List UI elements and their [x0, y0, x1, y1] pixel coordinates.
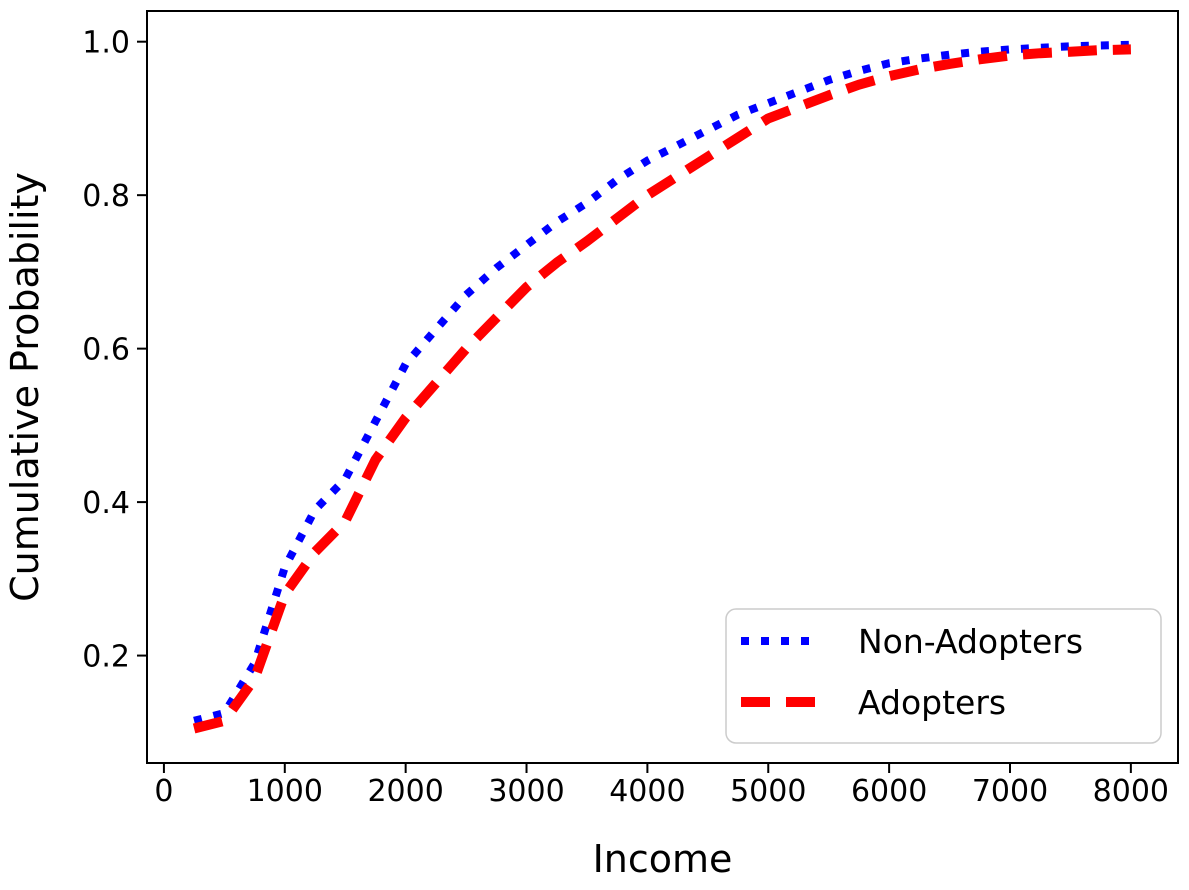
series-line-non-adopters [193, 40, 1131, 725]
y-tick-label: 0.2 [82, 640, 130, 675]
y-tick-label: 0.8 [82, 179, 130, 214]
legend-box [725, 608, 1162, 744]
x-tick-label: 5000 [730, 774, 806, 809]
x-tick-label: 0 [154, 774, 173, 809]
x-axis-label: Income [593, 837, 733, 881]
legend-label-non-adopters: Non-Adopters [858, 622, 1083, 661]
plot-frame [146, 10, 1179, 764]
x-tick-label: 3000 [488, 774, 564, 809]
series-line-adopters [192, 44, 1132, 734]
legend-label-adopters: Adopters [858, 683, 1006, 722]
x-tick-label: 7000 [972, 774, 1048, 809]
y-tick-label: 0.4 [82, 486, 130, 521]
x-tick-label: 1000 [247, 774, 323, 809]
y-tick-label: 0.6 [82, 333, 130, 368]
x-tick-label: 6000 [851, 774, 927, 809]
x-tick-label: 4000 [609, 774, 685, 809]
x-tick-label: 2000 [367, 774, 443, 809]
y-tick-label: 1.0 [82, 26, 130, 61]
y-axis-label: Cumulative Probability [3, 172, 47, 602]
x-tick-label: 8000 [1093, 774, 1169, 809]
